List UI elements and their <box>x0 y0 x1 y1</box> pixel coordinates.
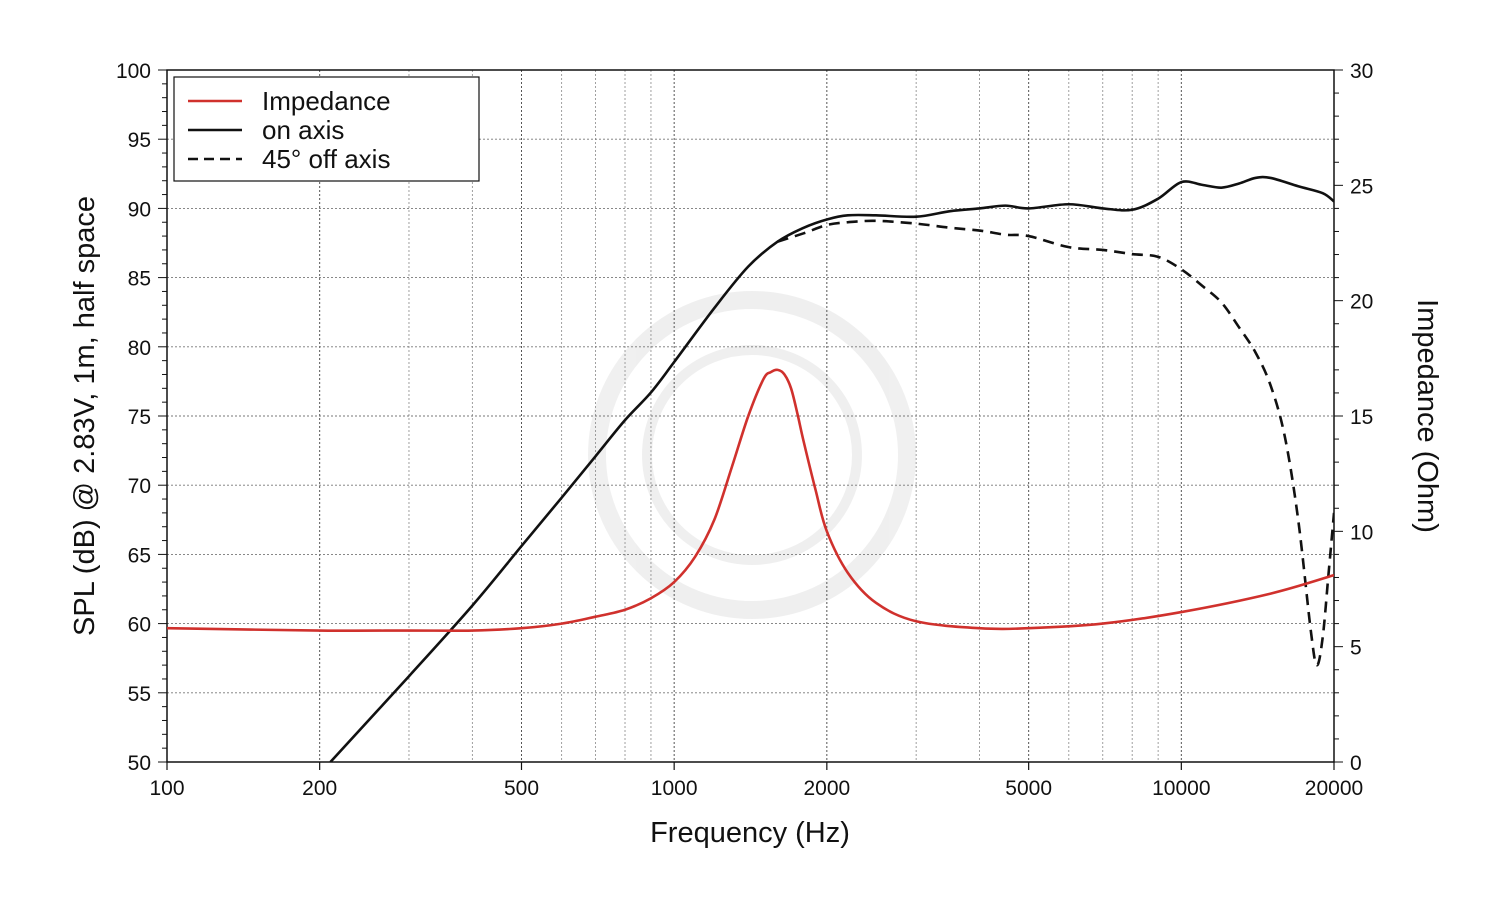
y-left-tick-label: 80 <box>128 337 151 360</box>
x-tick-label: 500 <box>504 777 539 800</box>
series-line-45-off-axis <box>777 219 1334 667</box>
y-axis-right-ticks: 0 5 10 15 20 25 30 <box>1334 60 1373 775</box>
y-right-tick-label: 5 <box>1350 637 1362 660</box>
y-axis-right-title: Impedance (Ohm) <box>1411 299 1443 533</box>
y-right-tick-label: 0 <box>1350 752 1362 775</box>
grid-lines <box>167 70 1334 762</box>
x-tick-label: 10000 <box>1152 777 1210 800</box>
y-axis-left-ticks: 50 55 60 65 70 75 80 85 90 95 100 <box>116 60 167 775</box>
y-left-tick-label: 50 <box>128 752 151 775</box>
series-lines <box>167 175 1334 762</box>
legend-label-on-axis: on axis <box>262 115 344 145</box>
x-tick-label: 100 <box>149 777 184 800</box>
y-right-tick-label: 10 <box>1350 521 1373 544</box>
y-left-tick-label: 65 <box>128 544 151 567</box>
legend: Impedance on axis 45° off axis <box>173 76 480 182</box>
x-tick-label: 1000 <box>651 777 698 800</box>
y-left-tick-label: 55 <box>128 683 151 706</box>
x-tick-label: 2000 <box>803 777 850 800</box>
y-left-tick-label: 100 <box>116 60 151 83</box>
x-tick-label: 200 <box>302 777 337 800</box>
x-axis-ticks: 100 200 500 1000 2000 5000 10000 20000 <box>149 762 1363 800</box>
y-left-tick-label: 90 <box>128 198 151 221</box>
x-tick-label: 5000 <box>1005 777 1052 800</box>
y-left-tick-label: 95 <box>128 129 151 152</box>
x-axis-title: Frequency (Hz) <box>650 817 850 849</box>
series-line-impedance <box>167 368 1334 632</box>
y-left-tick-label: 85 <box>128 268 151 291</box>
series-line-on-axis <box>329 175 1334 762</box>
x-tick-label: 20000 <box>1305 777 1363 800</box>
y-axis-left-title: SPL (dB) @ 2.83V, 1m, half space <box>69 196 101 636</box>
y-left-tick-label: 60 <box>128 614 151 637</box>
y-right-tick-label: 15 <box>1350 406 1373 429</box>
y-right-tick-label: 30 <box>1350 60 1373 83</box>
y-left-tick-label: 70 <box>128 475 151 498</box>
y-right-tick-label: 20 <box>1350 291 1373 314</box>
y-left-tick-label: 75 <box>128 406 151 429</box>
y-right-tick-label: 25 <box>1350 175 1373 198</box>
legend-label-impedance: Impedance <box>262 86 391 116</box>
legend-label-off-axis: 45° off axis <box>262 144 390 174</box>
